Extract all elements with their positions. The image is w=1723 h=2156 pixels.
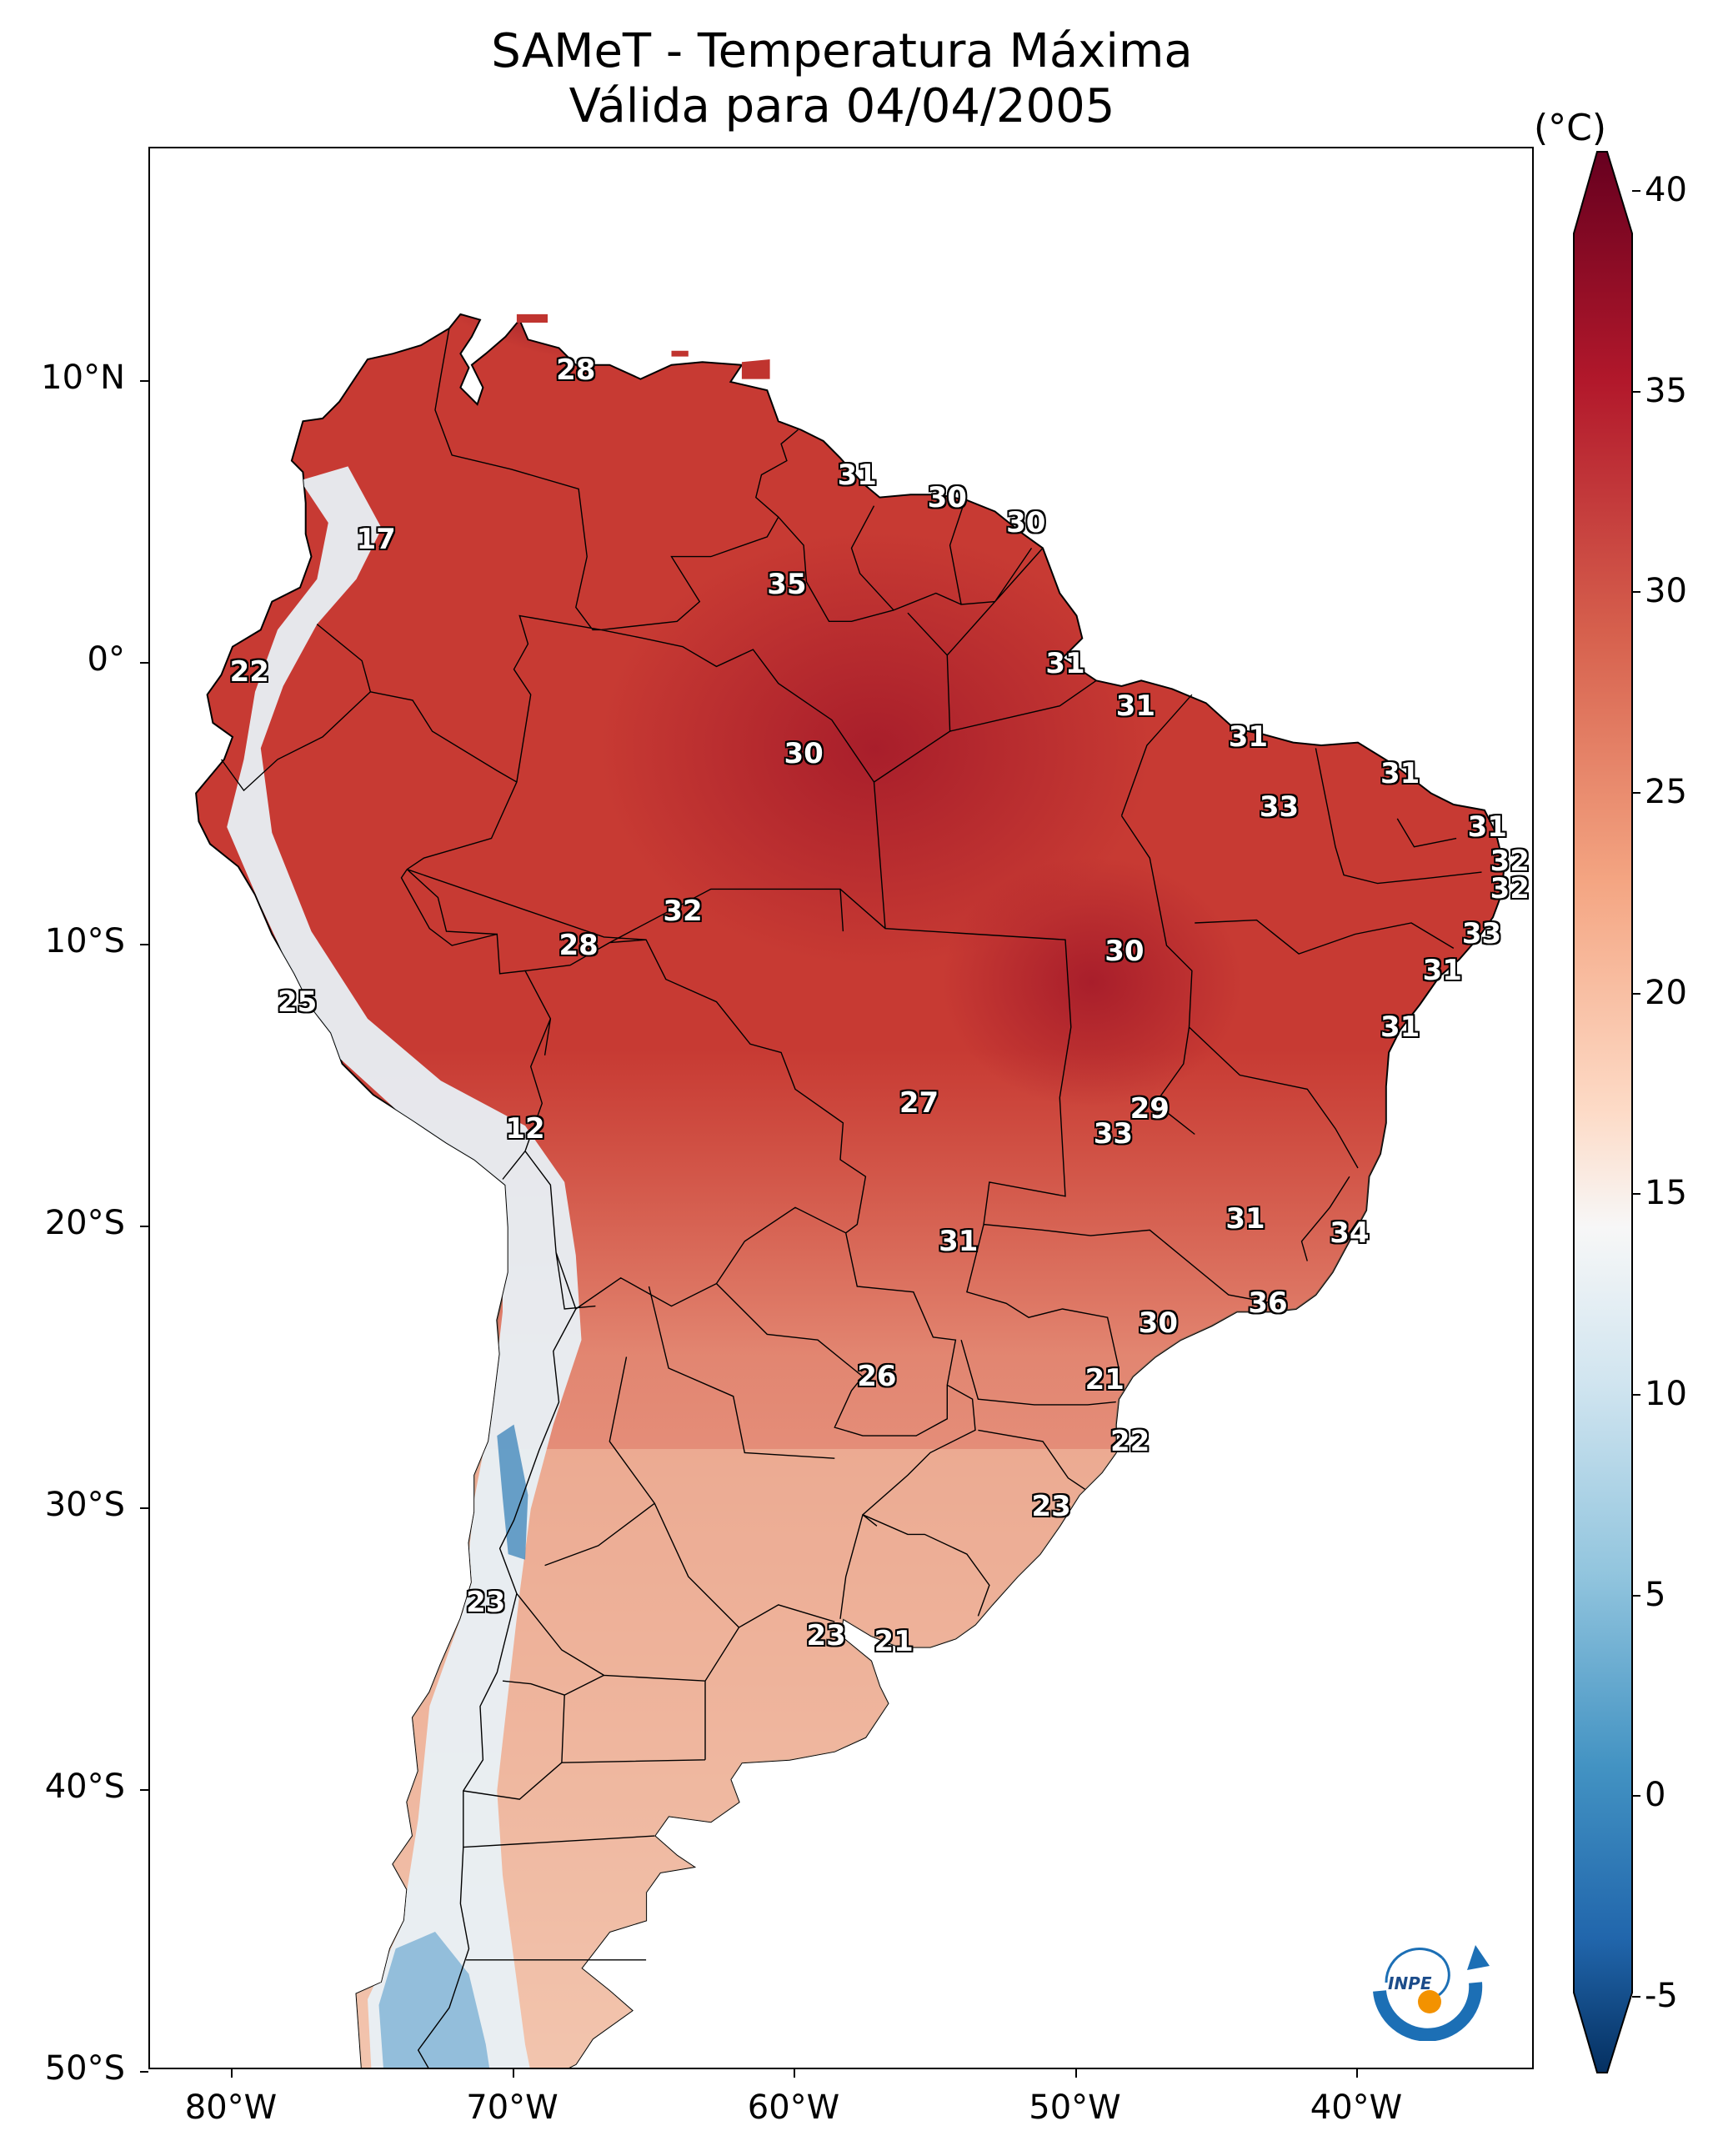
station-value: 21 <box>874 1624 914 1658</box>
latitude-tick-mark <box>140 1226 148 1227</box>
station-value: 31 <box>1228 720 1269 754</box>
longitude-tick-label: 70°W <box>466 2088 558 2127</box>
longitude-tick-label: 80°W <box>184 2088 278 2127</box>
andes-blue-core <box>497 1424 528 1560</box>
latitude-tick-label: 0° <box>87 640 125 679</box>
station-value: 32 <box>1490 844 1530 878</box>
longitude-tick-mark <box>512 2069 514 2078</box>
station-value: 30 <box>1104 934 1144 968</box>
station-value: 31 <box>837 458 877 492</box>
station-value: 17 <box>356 523 396 557</box>
station-value: 29 <box>1129 1092 1170 1126</box>
patagonia-blue <box>378 1932 498 2068</box>
station-value: 23 <box>466 1585 506 1619</box>
station-value: 22 <box>229 655 269 689</box>
colorbar <box>1573 151 1633 2073</box>
colorbar-tick-mark <box>1632 792 1640 794</box>
map-subtitle: Válida para 04/04/2005 <box>568 79 1115 133</box>
station-value: 21 <box>1084 1362 1124 1396</box>
country-borders <box>220 328 1482 2068</box>
colorbar-tick-mark <box>1632 1795 1640 1798</box>
station-value: 30 <box>1138 1306 1179 1340</box>
station-value: 12 <box>505 1111 545 1146</box>
longitude-tick-mark <box>1074 2069 1077 2078</box>
map-area[interactable]: 28 31 30 30 17 35 22 31 31 31 30 31 33 31 32 32 32 33 28 30… <box>148 147 1534 2069</box>
station-value: 31 <box>1467 810 1507 845</box>
latitude-tick-mark <box>140 1789 148 1791</box>
map-title: SAMeT - Temperatura Máxima <box>491 24 1193 78</box>
station-value: 30 <box>1006 506 1046 539</box>
colorbar-tick-label: 40 <box>1645 171 1687 210</box>
colorbar-tick-mark <box>1632 992 1640 995</box>
station-value: 33 <box>1093 1117 1134 1151</box>
colorbar-tick-mark <box>1632 1594 1640 1597</box>
latitude-tick-mark <box>140 2071 148 2073</box>
colorbar-tick-label: 15 <box>1645 1174 1687 1213</box>
station-value: 23 <box>1031 1489 1071 1523</box>
latitude-tick-mark <box>140 662 148 664</box>
colorbar-tick-label: 10 <box>1645 1374 1687 1413</box>
colorbar-tick-label: 0 <box>1645 1776 1666 1815</box>
longitude-tick-label: 40°W <box>1310 2088 1403 2127</box>
station-value: 23 <box>806 1619 846 1653</box>
longitude-tick-mark <box>794 2069 795 2078</box>
station-value: 31 <box>1225 1201 1265 1236</box>
station-value: 30 <box>927 480 967 514</box>
latitude-tick-label: 10°S <box>44 922 125 960</box>
longitude-tick-label: 60°W <box>747 2088 840 2127</box>
colorbar-tick-mark <box>1632 1995 1640 1998</box>
latitude-tick-label: 30°S <box>44 1486 125 1524</box>
station-value: 35 <box>767 568 807 602</box>
colorbar-tick-label: -5 <box>1645 1976 1678 2015</box>
colorbar-tick-label: 35 <box>1645 371 1687 410</box>
colorbar-tick-mark <box>1632 591 1640 594</box>
latitude-tick-label: 50°S <box>44 2049 125 2088</box>
station-value: 26 <box>857 1360 897 1394</box>
station-value: 28 <box>558 929 599 962</box>
inpe-logo: INPE <box>1373 1945 1490 2041</box>
longitude-tick-mark <box>1356 2069 1358 2078</box>
temperature-map <box>195 313 1505 2068</box>
station-value: 34 <box>1330 1216 1370 1250</box>
longitude-tick-label: 50°W <box>1029 2088 1121 2127</box>
station-value: 31 <box>1045 647 1085 680</box>
station-value: 33 <box>1461 917 1502 951</box>
station-value: 32 <box>1490 872 1530 906</box>
station-value: 31 <box>939 1224 979 1258</box>
station-value: 36 <box>1248 1286 1288 1321</box>
station-value: 28 <box>556 353 596 388</box>
colorbar-tick-label: 30 <box>1645 572 1687 611</box>
latitude-tick-label: 10°N <box>41 358 125 397</box>
longitude-tick-mark <box>231 2069 233 2078</box>
colorbar-tick-label: 5 <box>1645 1575 1666 1614</box>
andes-cold-strip <box>227 466 582 2068</box>
station-value: 27 <box>899 1086 939 1121</box>
colorbar-tick-mark <box>1632 390 1640 393</box>
caribbean-islands <box>516 313 770 379</box>
latitude-tick-mark <box>140 1507 148 1509</box>
colorbar-tick-mark <box>1632 1193 1640 1196</box>
station-value: 25 <box>277 985 318 1019</box>
station-value: 31 <box>1380 1010 1420 1045</box>
station-value: 32 <box>663 895 703 929</box>
colorbar-tick-label: 20 <box>1645 973 1687 1012</box>
station-value: 31 <box>1422 954 1462 988</box>
latitude-tick-mark <box>140 944 148 945</box>
latitude-tick-mark <box>140 380 148 382</box>
station-value: 31 <box>1115 689 1156 723</box>
station-value: 30 <box>784 737 824 771</box>
station-value: 31 <box>1380 756 1420 790</box>
latitude-tick-label: 20°S <box>44 1204 125 1242</box>
inpe-logo-text: INPE <box>1388 1973 1432 1993</box>
colorbar-tick-label: 25 <box>1645 773 1687 811</box>
latitude-tick-label: 40°S <box>44 1767 125 1806</box>
station-value: 22 <box>1109 1424 1150 1458</box>
colorbar-tick-mark <box>1632 190 1640 193</box>
station-value: 33 <box>1259 790 1300 825</box>
colorbar-unit: (°C) <box>1534 107 1607 149</box>
colorbar-tick-mark <box>1632 1393 1640 1396</box>
